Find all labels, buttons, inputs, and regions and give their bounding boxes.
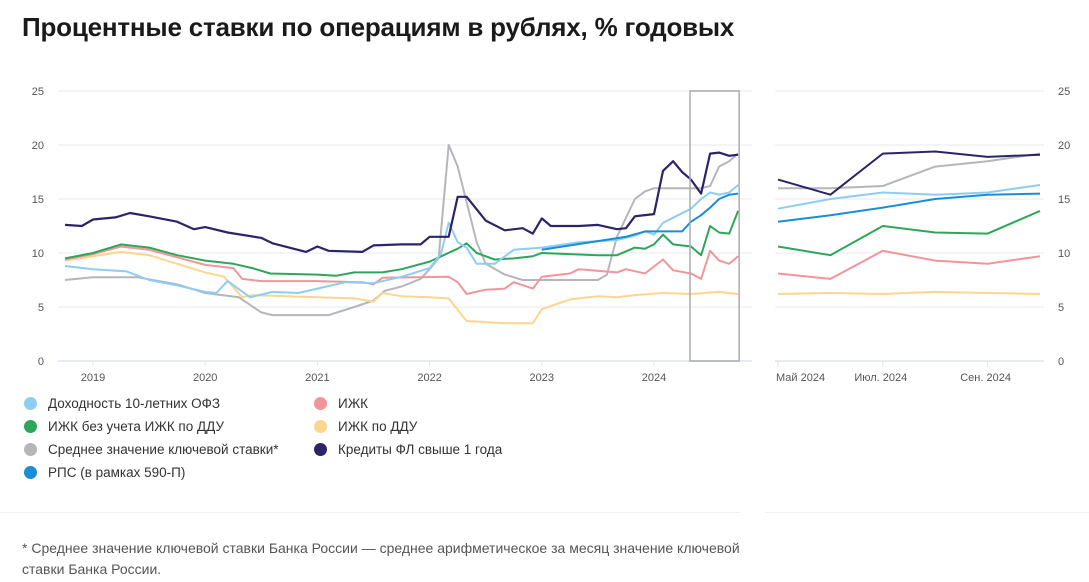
legend-label: ИЖК без учета ИЖК по ДДУ: [48, 419, 225, 434]
legend-dot-icon: [314, 420, 327, 433]
legend-item-credits-fl[interactable]: Кредиты ФЛ свыше 1 года: [314, 442, 502, 457]
x-tick-label: 2024: [642, 372, 666, 384]
legend-dot-icon: [24, 420, 37, 433]
series-line-key-rate: [64, 144, 739, 317]
y-tick-label: 20: [32, 140, 44, 152]
y-tick-label: 25: [1058, 86, 1070, 98]
y-tick-label: 10: [32, 248, 44, 260]
y-tick-label: 15: [32, 194, 44, 206]
legend-label: ИЖК: [338, 396, 369, 411]
legend-dot-icon: [24, 397, 37, 410]
legend-label: Доходность 10-летних ОФЗ: [48, 396, 221, 411]
page-title: Процентные ставки по операциям в рублях,…: [22, 12, 735, 42]
y-tick-label: 25: [32, 86, 44, 98]
legend-label: Кредиты ФЛ свыше 1 года: [338, 442, 503, 457]
zoom-series-line-key-rate: [778, 152, 1041, 190]
y-tick-label: 20: [1058, 140, 1070, 152]
zoom-series-line-rps-590p: [777, 192, 1041, 223]
divider: [765, 512, 1089, 513]
y-tick-label: 10: [1058, 248, 1070, 260]
legend-item-rps[interactable]: РПС (в рамках 590-П): [24, 465, 185, 480]
y-tick-label: 5: [1058, 302, 1064, 314]
footnote: * Среднее значение ключевой ставки Банка…: [22, 540, 740, 577]
x-tick-label: 2019: [81, 372, 105, 384]
legend-dot-icon: [24, 466, 37, 479]
zoom-series-line-izhk-no-ddu: [777, 209, 1041, 257]
y-tick-label: 5: [38, 302, 44, 314]
legend-item-ofz[interactable]: Доходность 10-летних ОФЗ: [24, 396, 220, 411]
zoom-series-line-izhk-ddu: [777, 290, 1041, 295]
legend-label: ИЖК по ДДУ: [338, 419, 418, 434]
x-tick-label: Сен. 2024: [960, 372, 1011, 384]
y-tick-label: 0: [1058, 356, 1064, 368]
y-tick-label: 15: [1058, 194, 1070, 206]
x-tick-label: 2023: [530, 372, 554, 384]
x-tick-label: Май 2024: [776, 372, 825, 384]
zoom-series-line-izhk: [777, 249, 1041, 280]
legend-label: Среднее значение ключевой ставки*: [48, 442, 279, 457]
legend-item-key-rate[interactable]: Среднее значение ключевой ставки*: [24, 442, 279, 457]
legend-dot-icon: [314, 397, 327, 410]
series-line-credits-fl: [64, 151, 739, 253]
legend-label: РПС (в рамках 590-П): [48, 465, 186, 480]
divider: [0, 512, 740, 513]
x-tick-label: 2021: [305, 372, 329, 384]
legend-item-izhk-ddu[interactable]: ИЖК по ДДУ: [314, 419, 417, 434]
legend-dot-icon: [24, 443, 37, 456]
series-line-rps-590p: [541, 192, 739, 251]
zoom-series-line-ofz-10y: [777, 184, 1041, 210]
y-tick-label: 0: [38, 356, 44, 368]
series-line-izhk-no-ddu: [64, 210, 740, 277]
x-tick-label: 2020: [193, 372, 217, 384]
series-line-ofz-10y: [64, 184, 739, 299]
x-tick-label: Июл. 2024: [854, 372, 907, 384]
zoom-series-line-credits-fl: [777, 150, 1041, 196]
series-line-izhk-ddu: [64, 250, 739, 325]
legend-item-izhk-no-ddu[interactable]: ИЖК без учета ИЖК по ДДУ: [24, 419, 224, 434]
legend-item-izhk[interactable]: ИЖК: [314, 396, 368, 411]
legend-dot-icon: [314, 443, 327, 456]
series-line-izhk: [64, 245, 739, 295]
x-tick-label: 2022: [417, 372, 441, 384]
zoom-highlight-box: [689, 90, 740, 362]
